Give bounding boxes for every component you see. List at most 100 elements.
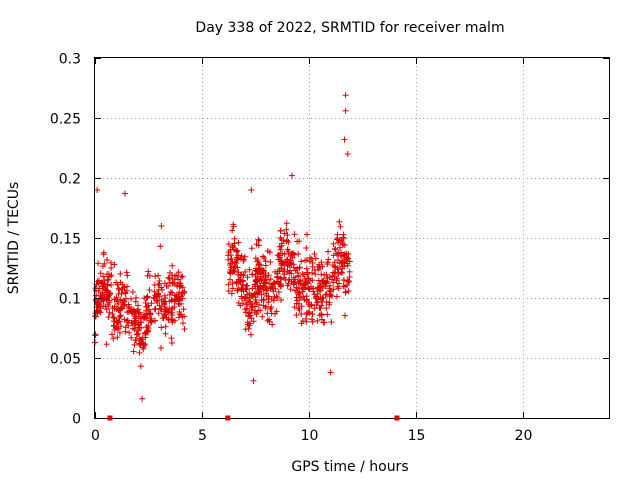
- data-point: [146, 287, 153, 294]
- data-point: [304, 309, 311, 316]
- data-point: [288, 259, 295, 266]
- data-point: [286, 261, 293, 268]
- data-point: [330, 252, 337, 259]
- data-point: [327, 288, 334, 295]
- data-point: [109, 305, 116, 312]
- data-point: [155, 281, 162, 288]
- data-point: [243, 301, 250, 308]
- data-point: [311, 250, 318, 257]
- data-point: [257, 307, 264, 314]
- data-point: [178, 274, 185, 281]
- data-point: [113, 324, 120, 331]
- data-point: [326, 293, 333, 300]
- data-point: [278, 276, 285, 283]
- data-point: [136, 324, 143, 331]
- x-axis-label: GPS time / hours: [291, 459, 408, 475]
- data-point: [265, 299, 272, 306]
- data-point: [168, 312, 175, 319]
- data-point: [121, 190, 128, 197]
- data-point: [144, 310, 151, 317]
- data-point: [234, 264, 241, 271]
- data-point: [309, 318, 316, 325]
- data-point: [298, 258, 305, 265]
- data-point: [278, 297, 285, 304]
- data-point: [318, 311, 325, 318]
- data-point: [129, 288, 136, 295]
- data-point: [328, 276, 335, 283]
- data-point: [110, 322, 117, 329]
- data-point: [278, 240, 285, 247]
- data-point: [136, 335, 143, 342]
- data-point: [156, 277, 163, 284]
- data-point: [161, 312, 168, 319]
- y-tick-label: 0.05: [50, 352, 81, 368]
- data-point: [169, 280, 176, 287]
- data-point: [174, 295, 181, 302]
- data-point: [337, 252, 344, 259]
- data-point: [336, 218, 343, 225]
- data-point: [341, 136, 348, 143]
- data-point: [94, 299, 101, 306]
- data-point: [308, 256, 315, 263]
- data-point: [235, 239, 242, 246]
- data-point: [228, 264, 235, 271]
- data-point: [327, 369, 334, 376]
- data-point: [169, 317, 176, 324]
- data-point: [253, 311, 260, 318]
- data-point: [293, 294, 300, 301]
- data-point: [169, 262, 176, 269]
- data-point: [237, 302, 244, 309]
- data-point: [122, 290, 129, 297]
- data-point: [333, 250, 340, 257]
- x-tick-label: 15: [408, 428, 426, 444]
- axis-markers: [107, 415, 400, 421]
- data-point: [162, 330, 169, 337]
- data-point: [171, 276, 178, 283]
- data-point: [144, 272, 151, 279]
- data-point: [316, 284, 323, 291]
- data-point: [291, 304, 298, 311]
- data-point: [270, 288, 277, 295]
- data-point: [179, 284, 186, 291]
- data-point: [345, 288, 352, 295]
- data-point: [282, 259, 289, 266]
- data-point: [225, 288, 232, 295]
- data-point: [97, 303, 104, 310]
- data-point: [341, 312, 348, 319]
- data-point: [229, 269, 236, 276]
- data-point: [95, 288, 102, 295]
- plot-frame: [94, 57, 610, 419]
- data-point: [125, 322, 132, 329]
- data-point: [318, 271, 325, 278]
- data-point: [304, 269, 311, 276]
- data-point: [115, 300, 122, 307]
- data-point: [291, 231, 298, 238]
- data-point: [175, 300, 182, 307]
- data-point: [165, 309, 172, 316]
- data-point: [340, 277, 347, 284]
- data-point: [315, 277, 322, 284]
- data-point: [269, 321, 276, 328]
- data-point: [251, 300, 258, 307]
- data-point: [131, 341, 138, 348]
- data-point: [242, 309, 249, 316]
- data-point: [139, 395, 146, 402]
- data-point: [241, 253, 248, 260]
- data-point: [272, 268, 279, 275]
- data-point: [295, 305, 302, 312]
- data-point: [103, 257, 110, 264]
- data-point: [292, 279, 299, 286]
- data-point: [276, 243, 283, 250]
- data-point: [302, 315, 309, 322]
- data-point: [243, 286, 250, 293]
- data-point: [130, 348, 137, 355]
- data-point: [147, 319, 154, 326]
- data-point: [284, 232, 291, 239]
- data-point: [132, 298, 139, 305]
- data-point: [265, 293, 272, 300]
- data-point: [262, 262, 269, 269]
- data-point: [92, 331, 99, 338]
- data-point: [136, 341, 143, 348]
- data-point: [260, 283, 267, 290]
- data-point: [260, 284, 267, 291]
